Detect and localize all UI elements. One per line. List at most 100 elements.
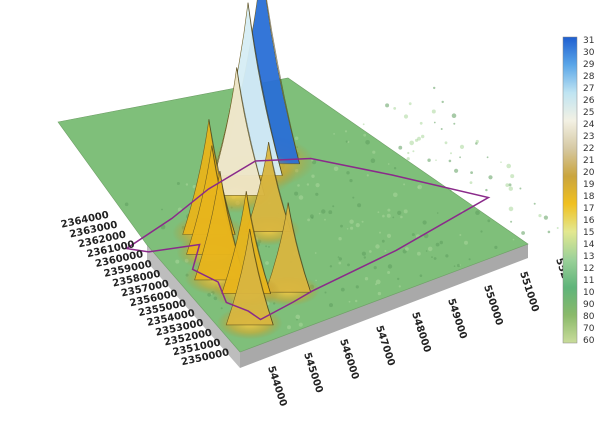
surface-texture-dot bbox=[294, 191, 299, 196]
surface-texture-dot bbox=[377, 211, 380, 214]
surface-texture-dot bbox=[361, 220, 364, 223]
surface-texture-dot bbox=[373, 266, 377, 270]
surface-texture-dot bbox=[440, 128, 443, 130]
surface-texture-dot bbox=[500, 161, 502, 163]
surface-texture-dot bbox=[506, 163, 512, 169]
surface-texture-dot bbox=[363, 133, 367, 137]
surface-texture-dot bbox=[349, 179, 353, 183]
surface-texture-dot bbox=[344, 130, 348, 133]
surface-texture-dot bbox=[363, 256, 366, 259]
surface-texture-dot bbox=[340, 287, 345, 292]
surface-texture-dot bbox=[381, 239, 385, 243]
surface-texture-dot bbox=[412, 150, 415, 153]
surface-texture-dot bbox=[375, 244, 380, 249]
surface-texture-dot bbox=[220, 307, 223, 310]
surface-texture-dot bbox=[314, 252, 317, 254]
colorbar-tick-label: 27 bbox=[583, 84, 594, 94]
surface-texture-dot bbox=[333, 133, 335, 135]
surface-texture-dot bbox=[397, 277, 400, 281]
surface-texture-dot bbox=[433, 257, 437, 260]
surface-texture-dot bbox=[487, 219, 491, 223]
surface-texture-dot bbox=[393, 167, 397, 170]
surface-texture-dot bbox=[296, 318, 298, 321]
surface-texture-dot bbox=[192, 185, 196, 189]
surface-texture-dot bbox=[315, 279, 317, 282]
surface-texture-dot bbox=[175, 259, 180, 264]
terrain-peak-shade bbox=[287, 202, 312, 293]
colorbar-tick-label: 23 bbox=[583, 132, 594, 142]
surface-texture-dot bbox=[387, 264, 393, 269]
surface-texture-dot bbox=[459, 144, 465, 149]
surface-texture-dot bbox=[328, 210, 333, 215]
surface-texture-dot bbox=[419, 274, 423, 278]
surface-texture-dot bbox=[508, 186, 513, 191]
surface-texture-dot bbox=[346, 171, 350, 175]
surface-texture-dot bbox=[268, 246, 270, 248]
colorbar-ticks: 31 30 29 28 27 26 25 24 23 22 21 20 19 18 17 16 15 14 13 12… bbox=[583, 36, 595, 346]
surface-texture-dot bbox=[332, 205, 335, 208]
surface-texture-dot bbox=[521, 231, 525, 235]
surface-texture-dot bbox=[485, 188, 488, 192]
terrain-box-left-face bbox=[147, 245, 240, 368]
colorbar-tick-label: 21 bbox=[583, 156, 594, 166]
surface-texture-dot bbox=[403, 183, 406, 186]
surface-texture-dot bbox=[397, 210, 402, 215]
surface-texture-dot bbox=[379, 231, 381, 234]
surface-texture-dot bbox=[366, 174, 369, 177]
surface-texture-dot bbox=[547, 230, 551, 234]
terrain-peak-shade bbox=[247, 2, 283, 176]
surface-texture-dot bbox=[543, 215, 549, 220]
colorbar-tick-label: 26 bbox=[583, 96, 595, 106]
surface-texture-dot bbox=[370, 158, 376, 163]
surface-texture-dot bbox=[348, 300, 351, 303]
x-tick-label: 550000 bbox=[481, 284, 504, 327]
surface-texture-dot bbox=[349, 219, 354, 224]
surface-texture-dot bbox=[409, 140, 415, 146]
surface-texture-dot bbox=[338, 237, 342, 241]
surface-texture-dot bbox=[311, 174, 315, 178]
surface-texture-dot bbox=[459, 234, 462, 236]
colorbar-tick-label: 14 bbox=[583, 240, 595, 250]
colorbar-tick-label: 12 bbox=[583, 264, 594, 274]
surface-texture-dot bbox=[448, 159, 452, 163]
terrain-peak-shade bbox=[249, 228, 274, 326]
surface-texture-dot bbox=[321, 209, 326, 214]
surface-texture-dot bbox=[346, 228, 349, 230]
surface-texture-dot bbox=[375, 283, 377, 286]
surface-texture-dot bbox=[422, 220, 427, 225]
colorbar-tick-label: 22 bbox=[583, 144, 594, 154]
surface-texture-dot bbox=[449, 189, 452, 192]
terrain-peak-shade bbox=[266, 0, 300, 164]
colorbar-tick-label: 80 bbox=[583, 312, 595, 322]
surface-texture-dot bbox=[421, 134, 425, 139]
surface-texture-dot bbox=[324, 218, 326, 221]
surface-texture-dot bbox=[398, 285, 401, 288]
surface-texture-dot bbox=[315, 192, 319, 196]
surface-texture-dot bbox=[398, 145, 403, 150]
colorbar-tick-label: 31 bbox=[583, 36, 594, 46]
colorbar-tick-label: 10 bbox=[583, 288, 595, 298]
terrain-peaks bbox=[172, 0, 320, 340]
surface-texture-dot bbox=[468, 258, 471, 261]
colorbar-tick-label: 13 bbox=[583, 252, 594, 262]
surface-texture-dot bbox=[324, 291, 327, 294]
surface-texture-dot bbox=[361, 251, 366, 256]
surface-texture-dot bbox=[387, 163, 390, 165]
surface-texture-dot bbox=[400, 215, 403, 219]
surface-texture-dot bbox=[494, 245, 498, 249]
colorbar-tick-label: 70 bbox=[583, 324, 595, 334]
surface-texture-dot bbox=[393, 107, 397, 110]
surface-texture-dot bbox=[425, 250, 428, 252]
surface-texture-dot bbox=[475, 139, 479, 144]
surface-texture-dot bbox=[355, 285, 359, 289]
surface-texture-dot bbox=[435, 242, 440, 247]
surface-texture-dot bbox=[444, 141, 448, 145]
surface-texture-dot bbox=[431, 256, 433, 258]
surface-texture-dot bbox=[508, 206, 514, 212]
surface-texture-dot bbox=[345, 140, 348, 143]
colorbar-tick-label: 15 bbox=[583, 228, 594, 238]
surface-texture-dot bbox=[451, 113, 457, 118]
surface-texture-dot bbox=[357, 203, 362, 208]
surface-texture-dot bbox=[393, 192, 398, 198]
colorbar-tick-label: 25 bbox=[583, 108, 594, 118]
